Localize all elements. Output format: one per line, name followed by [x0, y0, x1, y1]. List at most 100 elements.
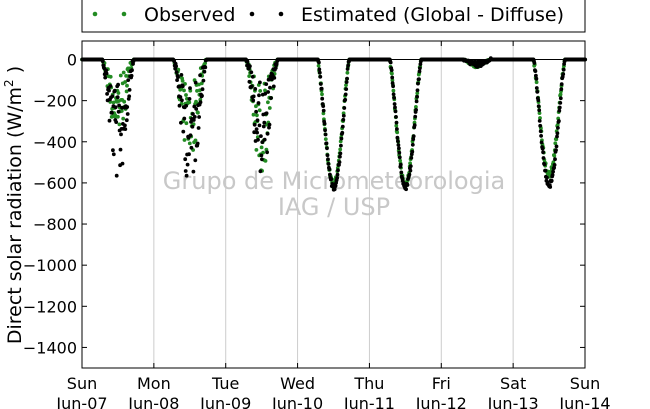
estimated-point — [325, 153, 330, 158]
estimated-point — [417, 77, 421, 81]
estimated-point — [178, 95, 183, 99]
estimated-point — [554, 144, 559, 149]
estimated-point — [127, 94, 132, 99]
estimated-point — [253, 87, 258, 91]
estimated-point — [127, 88, 132, 92]
y-tick-label: −200 — [33, 92, 77, 111]
estimated-point — [392, 96, 396, 100]
estimated-point — [326, 162, 331, 166]
estimated-point — [256, 137, 260, 142]
estimated-point — [408, 168, 413, 173]
observed-point — [259, 145, 264, 150]
legend-observed-marker-2 — [121, 11, 127, 17]
estimated-point — [321, 104, 326, 108]
estimated-point — [272, 76, 277, 80]
estimated-point — [558, 96, 563, 101]
estimated-point — [268, 85, 272, 90]
estimated-point — [266, 90, 270, 94]
estimated-point — [414, 99, 419, 104]
observed-point — [534, 80, 539, 85]
estimated-point — [111, 152, 116, 157]
estimated-point — [103, 75, 108, 80]
estimated-point — [108, 84, 113, 88]
observed-point — [398, 158, 402, 163]
estimated-point — [198, 100, 203, 105]
y-axis: 0 −200 −400 −600 −800 −1000 −1200 −1400 — [23, 51, 585, 357]
estimated-point — [181, 129, 186, 134]
estimated-point — [176, 75, 180, 79]
observed-point — [344, 83, 348, 87]
x-tick-label-day: Wed — [280, 374, 315, 393]
estimated-point — [411, 134, 416, 139]
estimated-point — [345, 76, 349, 81]
estimated-point — [254, 109, 258, 114]
estimated-point — [319, 86, 324, 91]
legend-box — [81, 0, 586, 33]
estimated-point — [552, 165, 556, 170]
estimated-point — [274, 62, 279, 66]
estimated-point — [554, 148, 558, 153]
observed-point — [395, 130, 400, 135]
x-tick-label-day: Tue — [211, 374, 239, 393]
estimated-point — [107, 118, 112, 123]
observed-point — [182, 88, 186, 93]
estimated-point — [100, 59, 105, 64]
observed-point — [391, 88, 396, 93]
estimated-point — [115, 95, 120, 100]
estimated-point — [409, 156, 414, 160]
estimated-point — [271, 84, 276, 89]
estimated-point — [179, 120, 183, 125]
estimated-point — [541, 156, 546, 160]
x-tick-label-date: Jun-10 — [271, 394, 323, 409]
estimated-point — [183, 169, 188, 173]
estimated-point — [125, 112, 130, 116]
estimated-point — [188, 86, 192, 90]
estimated-point — [185, 162, 190, 167]
y-tick-label: −1400 — [23, 338, 77, 357]
observed-point — [415, 91, 420, 95]
estimated-point — [190, 124, 195, 129]
observed-point — [255, 135, 260, 140]
estimated-point — [177, 103, 182, 108]
grid-layer — [153, 41, 514, 368]
y-tick-label: −800 — [33, 215, 77, 234]
estimated-point — [346, 63, 350, 68]
estimated-point — [408, 164, 413, 169]
estimated-point — [252, 122, 257, 127]
legend-observed-marker-1 — [92, 11, 98, 17]
estimated-point — [397, 155, 402, 160]
estimated-point — [414, 108, 418, 112]
observed-point — [124, 89, 129, 94]
estimated-point — [264, 111, 269, 116]
estimated-point — [545, 175, 549, 180]
estimated-point — [552, 163, 557, 167]
estimated-point — [323, 132, 328, 137]
estimated-point — [393, 109, 398, 114]
estimated-point — [114, 120, 119, 124]
estimated-point — [130, 68, 134, 73]
estimated-point — [393, 105, 397, 110]
estimated-point — [251, 98, 256, 103]
estimated-point — [267, 125, 271, 130]
estimated-point — [335, 172, 340, 177]
estimated-point — [105, 92, 109, 96]
observed-point — [255, 113, 259, 118]
estimated-point — [111, 148, 115, 153]
estimated-point — [104, 71, 109, 76]
x-tick-label-day: Mon — [137, 374, 171, 393]
estimated-point — [555, 131, 560, 136]
estimated-point — [549, 178, 554, 183]
estimated-point — [556, 126, 560, 130]
estimated-point — [394, 115, 398, 119]
estimated-point — [407, 172, 412, 177]
estimated-point — [538, 129, 543, 134]
x-tick-label-day: Fri — [432, 374, 451, 393]
estimated-point — [338, 154, 342, 159]
observed-point — [266, 100, 270, 105]
estimated-point — [203, 65, 208, 70]
estimated-point — [119, 132, 123, 137]
observed-point — [197, 82, 201, 87]
observed-point — [323, 137, 328, 142]
watermark-line-2: IAG / USP — [278, 193, 390, 221]
observed-point — [123, 80, 127, 84]
